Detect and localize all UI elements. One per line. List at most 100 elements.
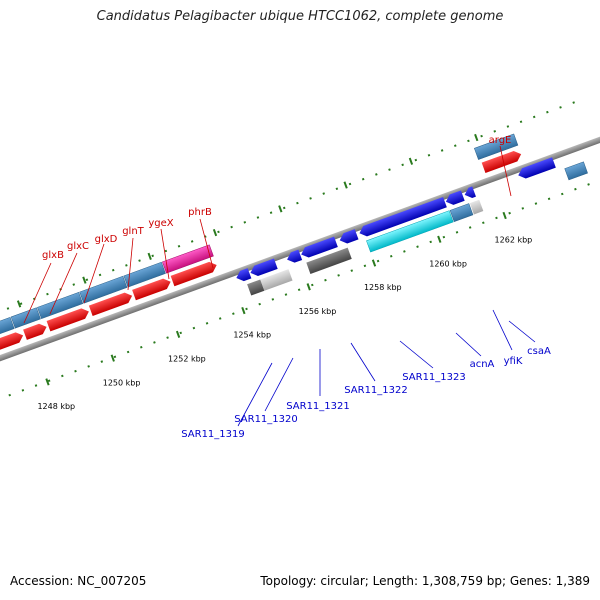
tick-label: 1250 kbp bbox=[103, 378, 141, 387]
reverse-cds-arrow[interactable] bbox=[444, 190, 465, 206]
label-leader bbox=[237, 362, 273, 427]
minor-tick bbox=[482, 221, 485, 225]
minor-tick bbox=[217, 230, 220, 234]
major-tick bbox=[212, 228, 218, 237]
minor-tick bbox=[179, 331, 183, 335]
gene-label-sar11-1320[interactable]: SAR11_1320 bbox=[234, 414, 298, 425]
minor-tick bbox=[8, 393, 11, 397]
major-tick bbox=[371, 259, 377, 267]
gene-label-glxb[interactable]: glxB bbox=[42, 250, 64, 261]
minor-tick bbox=[416, 245, 419, 248]
minor-tick bbox=[468, 226, 472, 229]
minor-tick bbox=[269, 211, 273, 214]
forward-cds-arrow[interactable] bbox=[23, 322, 48, 340]
gene-block-special[interactable] bbox=[162, 244, 214, 274]
accession-text: Accession: NC_007205 bbox=[10, 574, 147, 588]
gene-block[interactable] bbox=[79, 275, 128, 304]
gene-block[interactable] bbox=[564, 161, 588, 181]
minor-tick bbox=[74, 369, 77, 373]
gene-label-glnt[interactable]: glnT bbox=[122, 226, 144, 237]
major-tick bbox=[175, 330, 181, 338]
minor-tick bbox=[375, 173, 378, 176]
label-leader bbox=[499, 145, 512, 197]
minor-tick bbox=[245, 307, 248, 311]
major-tick bbox=[82, 276, 87, 284]
major-tick bbox=[437, 235, 442, 243]
major-tick bbox=[343, 181, 348, 189]
genome-stats-text: Topology: circular; Length: 1,308,759 bp… bbox=[260, 574, 590, 588]
forward-cds-arrow[interactable] bbox=[46, 306, 91, 332]
pseudo-gene-block[interactable] bbox=[306, 247, 352, 274]
minor-tick bbox=[297, 288, 301, 292]
minor-tick bbox=[61, 374, 64, 378]
forward-cds-arrow[interactable] bbox=[88, 291, 134, 316]
gene-block[interactable] bbox=[449, 203, 474, 222]
forward-cds-arrow[interactable] bbox=[132, 277, 172, 301]
reverse-cds-arrow[interactable] bbox=[299, 236, 338, 260]
forward-gene-labels: glxB glxC glxD glnT ygeX phrB argE bbox=[23, 135, 512, 324]
reverse-cds-arrow[interactable] bbox=[358, 196, 447, 238]
light-gene-block[interactable] bbox=[469, 199, 484, 215]
tick-majors bbox=[16, 133, 507, 386]
gene-label-sar11-1322[interactable]: SAR11_1322 bbox=[344, 385, 408, 396]
minor-tick bbox=[21, 389, 25, 392]
minor-tick bbox=[309, 197, 312, 200]
gene-label-sar11-1319[interactable]: SAR11_1319 bbox=[181, 429, 245, 440]
gene-block[interactable] bbox=[474, 133, 519, 160]
gene-label-csaa[interactable]: csaA bbox=[527, 346, 551, 357]
forward-cds-arrow[interactable] bbox=[170, 260, 219, 287]
minor-tick bbox=[335, 187, 339, 191]
reverse-cds-arrow[interactable] bbox=[249, 258, 278, 279]
minor-tick bbox=[480, 134, 483, 138]
gene-label-phrb[interactable]: phrB bbox=[188, 207, 212, 218]
gene-label-sar11-1321[interactable]: SAR11_1321 bbox=[286, 401, 350, 412]
light-gene-block[interactable] bbox=[260, 269, 293, 291]
major-tick bbox=[16, 300, 22, 308]
label-leader bbox=[492, 309, 513, 351]
gene-block[interactable] bbox=[37, 291, 84, 319]
rna-gene-block[interactable] bbox=[366, 210, 454, 253]
minor-tick bbox=[34, 384, 38, 387]
gene-label-yfik[interactable]: yfiK bbox=[504, 356, 523, 367]
pseudo-gene-block[interactable] bbox=[247, 279, 265, 296]
minor-tick bbox=[559, 106, 562, 109]
minor-tick bbox=[98, 273, 102, 277]
minor-tick bbox=[153, 341, 156, 344]
gene-label-glxc[interactable]: glxC bbox=[67, 241, 89, 252]
minor-tick bbox=[427, 153, 431, 157]
minor-tick bbox=[111, 268, 115, 272]
minor-tick bbox=[467, 139, 470, 143]
minor-tick bbox=[166, 336, 169, 339]
forward-upper-lane bbox=[0, 133, 519, 345]
forward-cds-arrow[interactable] bbox=[481, 149, 523, 174]
tick-label: 1252 kbp bbox=[168, 355, 206, 364]
major-tick bbox=[278, 205, 283, 213]
gene-label-acna[interactable]: acnA bbox=[470, 359, 495, 370]
minor-tick bbox=[337, 274, 340, 277]
reverse-cds-arrow[interactable] bbox=[285, 249, 303, 265]
forward-cds-arrow[interactable] bbox=[0, 330, 25, 351]
minor-tick bbox=[151, 254, 154, 258]
reverse-cds-arrow[interactable] bbox=[338, 229, 359, 245]
reverse-cds-lane bbox=[234, 157, 556, 283]
gene-label-ygex[interactable]: ygeX bbox=[148, 218, 173, 229]
minor-tick bbox=[113, 355, 117, 359]
tick-label: 1260 kbp bbox=[429, 259, 467, 268]
gene-block[interactable] bbox=[123, 261, 166, 288]
minor-tick bbox=[376, 259, 380, 263]
minor-tick bbox=[177, 244, 181, 248]
gene-block[interactable] bbox=[10, 307, 41, 329]
minor-tick bbox=[190, 240, 194, 243]
gene-label-sar11-1323[interactable]: SAR11_1323 bbox=[402, 372, 466, 383]
minor-tick bbox=[401, 163, 404, 167]
minor-tick bbox=[388, 168, 391, 171]
gene-label-glxd[interactable]: glxD bbox=[95, 234, 118, 245]
reverse-cds-arrow[interactable] bbox=[463, 186, 476, 200]
minor-tick bbox=[547, 197, 551, 201]
minor-tick bbox=[100, 360, 104, 363]
reverse-cds-arrow[interactable] bbox=[516, 157, 556, 180]
label-leader bbox=[160, 228, 170, 280]
reverse-cds-arrow[interactable] bbox=[234, 268, 252, 283]
gene-block[interactable] bbox=[0, 316, 15, 345]
gene-label-arge[interactable]: argE bbox=[489, 135, 512, 146]
